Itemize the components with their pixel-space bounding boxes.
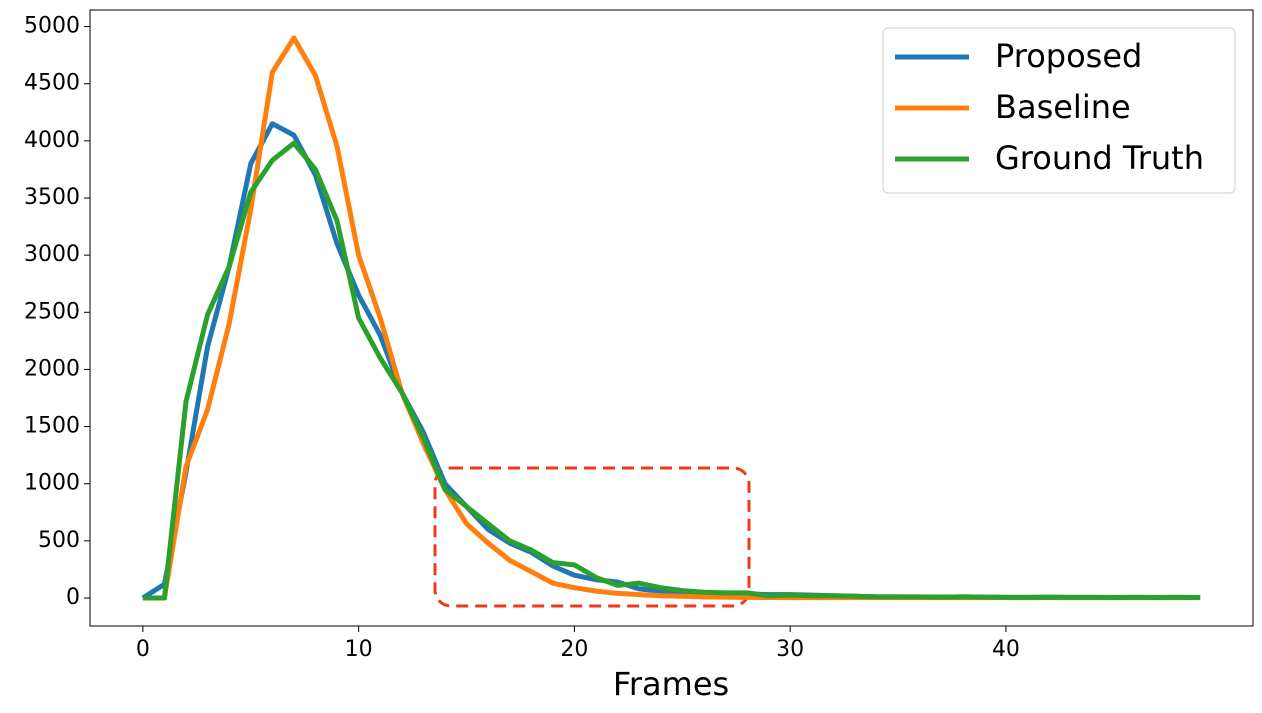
y-tick-label: 3000 (24, 242, 80, 267)
x-tick-label: 10 (345, 637, 373, 662)
legend-box (882, 27, 1236, 194)
y-tick-label: 4500 (24, 71, 80, 96)
plot-frame (89, 9, 1254, 627)
y-tick-label: 5000 (24, 14, 80, 39)
x-tick-label: 0 (136, 637, 150, 662)
series-line (141, 121, 1201, 601)
legend-label: Proposed (995, 37, 1142, 75)
y-tick-label: 2500 (24, 299, 80, 324)
y-tick-label: 3500 (24, 185, 80, 210)
y-tick-label: 1000 (24, 471, 80, 496)
legend-label: Ground Truth (995, 139, 1204, 177)
y-tick-label: 2000 (24, 356, 80, 381)
x-tick-label: 40 (992, 637, 1020, 662)
x-axis-label: Frames (613, 665, 729, 703)
legend-label: Baseline (995, 88, 1131, 126)
series-line (142, 140, 1201, 601)
y-tick-label: 1500 (24, 414, 80, 439)
x-tick-label: 30 (776, 637, 804, 662)
highlight-box (433, 466, 751, 608)
y-tick-label: 4000 (24, 128, 80, 153)
y-tick-label: 0 (66, 585, 80, 610)
y-tick-label: 500 (38, 528, 80, 553)
x-tick-label: 20 (560, 637, 588, 662)
